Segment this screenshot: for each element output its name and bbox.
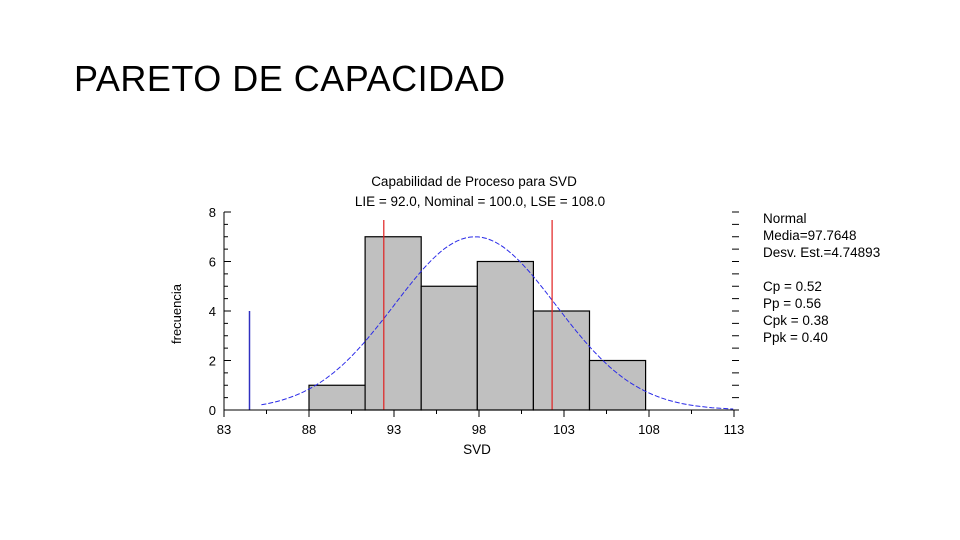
y-tick-label: 6 [209, 255, 216, 270]
x-tick-label: 83 [217, 422, 231, 437]
x-tick-label: 113 [724, 422, 745, 437]
cp-label: Cp = 0.52 [763, 279, 822, 294]
y-tick-label: 8 [209, 205, 216, 220]
mean-label: Media=97.7648 [763, 228, 857, 243]
spec-limit-lines [248, 220, 553, 410]
x-tick-label: 98 [472, 422, 486, 437]
stats-spacer [763, 261, 880, 278]
y-tick-label: 2 [209, 354, 216, 369]
x-tick-label: 93 [387, 422, 401, 437]
chart-subtitle: LIE = 92.0, Nominal = 100.0, LSE = 108.0 [355, 194, 605, 209]
pp-label: Pp = 0.56 [763, 296, 822, 311]
x-tick-label: 108 [638, 422, 660, 437]
x-axis-label: SVD [463, 442, 491, 457]
ppk-label: Ppk = 0.40 [763, 330, 828, 345]
y-tick-label: 4 [209, 304, 216, 319]
chart-axes [223, 211, 739, 417]
histogram-bar-5 [532, 310, 591, 411]
y-axis-label: frecuencia [169, 283, 184, 344]
x-tick-label: 88 [302, 422, 316, 437]
statistics-panel: Normal Media=97.7648 Desv. Est.=4.74893 … [763, 210, 880, 346]
chart-title: Capabilidad de Proceso para SVD [371, 174, 577, 189]
tick-labels: 0 2 4 6 8 83 88 93 98 103 108 113 [209, 205, 745, 437]
cpk-label: Cpk = 0.38 [763, 313, 829, 328]
x-tick-label: 103 [553, 422, 575, 437]
distribution-label: Normal [763, 211, 807, 226]
histogram-bar-4 [476, 260, 534, 411]
histogram-bar-3 [420, 285, 478, 411]
histogram-bar-1 [308, 384, 366, 411]
histogram-bars [308, 236, 647, 411]
std-dev-label: Desv. Est.=4.74893 [763, 245, 881, 260]
normal-curve [261, 236, 734, 410]
histogram-bar-6 [588, 359, 647, 411]
histogram-bar-2 [364, 236, 422, 411]
slide-title: PARETO DE CAPACIDAD [74, 58, 506, 99]
normal-curve-layer [261, 236, 734, 410]
y-tick-label: 0 [209, 403, 216, 418]
